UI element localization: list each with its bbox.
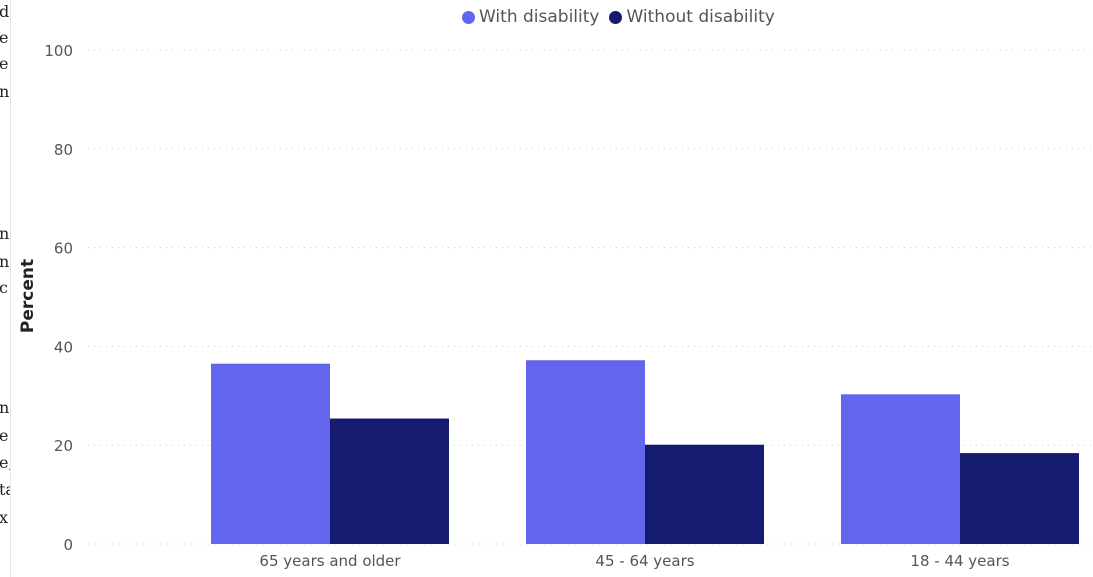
text-fragment: ta — [0, 482, 10, 498]
bars — [211, 360, 1079, 544]
legend-label: With disability — [479, 7, 600, 27]
text-fragment: x — [0, 510, 8, 526]
text-fragment: d — [0, 2, 10, 21]
text-fragment: ns — [0, 252, 10, 271]
legend-label: Without disability — [626, 7, 775, 27]
chart-legend: With disability Without disability — [462, 7, 785, 27]
y-tick-label: 100 — [44, 42, 73, 60]
x-tick-label: 65 years and older — [259, 552, 401, 570]
bar-without-disability[interactable] — [330, 418, 449, 544]
bar-with-disability[interactable] — [211, 363, 330, 544]
y-tick-label: 80 — [54, 141, 73, 159]
legend-item-with-disability[interactable]: With disability — [462, 7, 599, 27]
legend-swatch-without-disability — [609, 10, 623, 24]
text-fragment: e — [0, 428, 8, 444]
text-fragment: n — [0, 224, 10, 243]
legend-swatch-with-disability — [462, 10, 475, 24]
bar-with-disability[interactable] — [841, 394, 960, 544]
y-tick-label: 0 — [63, 536, 73, 554]
legend-item-without-disability[interactable]: Without disability — [609, 7, 775, 27]
x-tick-label: 18 - 44 years — [910, 552, 1009, 570]
text-fragment: n — [0, 398, 10, 417]
y-tick-label: 20 — [54, 437, 73, 455]
bar-with-disability[interactable] — [526, 360, 645, 544]
bar-without-disability[interactable] — [645, 444, 764, 544]
x-axis-ticks: 65 years and older 45 - 64 years 18 - 44 y… — [259, 552, 1009, 570]
y-axis-ticks: 0 20 40 60 80 100 — [44, 42, 73, 554]
left-panel-text: d e e nc n ns c n e e, ta x — [0, 0, 11, 577]
text-fragment: e — [0, 56, 8, 72]
bar-without-disability[interactable] — [960, 453, 1079, 544]
text-fragment: e, — [0, 455, 10, 471]
text-fragment: nc — [0, 82, 10, 101]
text-fragment: e — [0, 30, 8, 46]
y-tick-label: 60 — [54, 240, 73, 258]
text-fragment: c — [0, 280, 8, 296]
x-tick-label: 45 - 64 years — [595, 552, 694, 570]
y-tick-label: 40 — [54, 338, 73, 356]
